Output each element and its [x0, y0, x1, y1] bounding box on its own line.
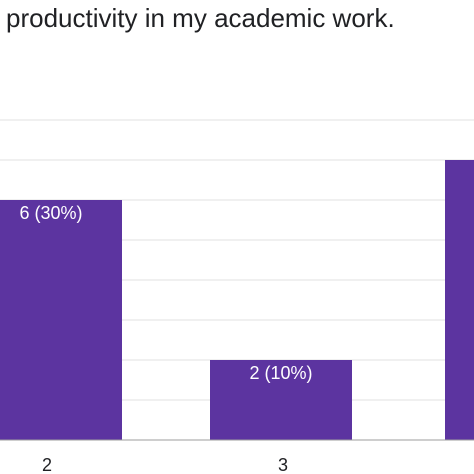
bar-data-label: 2 (10%): [249, 363, 312, 383]
bar-data-label: 6 (30%): [19, 203, 82, 223]
bar: [210, 360, 352, 440]
x-tick-label: 3: [278, 455, 288, 474]
chart-title: productivity in my academic work.: [6, 3, 395, 33]
x-tick-label: 2: [42, 455, 52, 474]
bar: [0, 200, 122, 440]
bar: [445, 160, 474, 440]
